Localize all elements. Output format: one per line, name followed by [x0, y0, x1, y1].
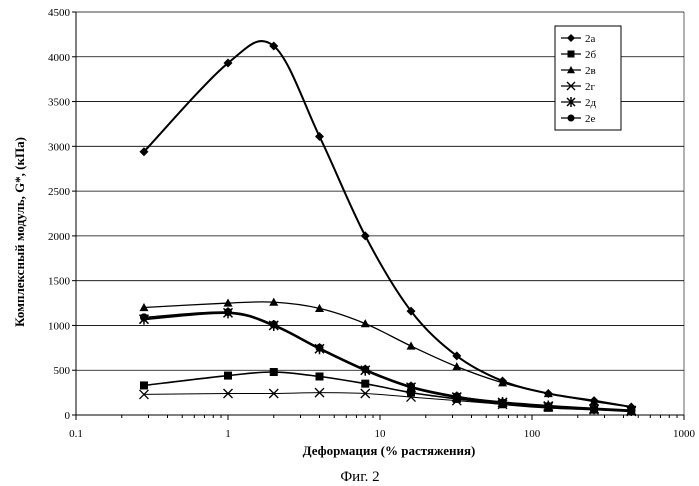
data-point-square: [361, 380, 369, 388]
legend-label: 2б: [585, 49, 597, 61]
x-tick-label: 1: [225, 428, 231, 440]
data-point-circle: [544, 402, 552, 410]
data-point-diamond: [315, 132, 324, 141]
legend-label: 2в: [585, 65, 596, 77]
series-4: [139, 388, 635, 416]
legend-label: 2а: [585, 33, 596, 45]
x-tick-label: 10: [375, 428, 387, 440]
data-point-circle: [407, 382, 415, 390]
y-tick-label: 500: [54, 365, 71, 377]
data-point-triangle: [452, 362, 461, 370]
y-tick-label: 0: [65, 410, 71, 422]
data-point-diamond: [361, 231, 370, 240]
y-tick-label: 4000: [48, 52, 71, 64]
data-point-circle: [361, 365, 369, 373]
x-tick-label: 1000: [673, 428, 696, 440]
data-point-circle: [140, 313, 148, 321]
data-point-square: [568, 51, 575, 58]
series-2: [140, 368, 635, 415]
data-point-square: [316, 372, 324, 380]
y-tick-label: 3000: [48, 141, 71, 153]
x-tick-label: 100: [524, 428, 541, 440]
data-point-circle: [316, 344, 324, 352]
legend-label: 2г: [585, 81, 596, 93]
legend-label: 2д: [585, 97, 597, 109]
y-tick-label: 2500: [48, 186, 71, 198]
y-tick-label: 1500: [48, 276, 71, 288]
series-6: [140, 308, 635, 415]
data-point-circle: [499, 398, 507, 406]
data-point-circle: [270, 321, 278, 329]
series-line: [144, 302, 631, 407]
y-tick-label: 4500: [48, 7, 71, 19]
y-axis-title: Комплексный модуль, G*, (кПа): [12, 137, 27, 327]
x-axis-title: Деформация (% растяжения): [303, 443, 476, 458]
data-point-square: [224, 372, 232, 380]
data-point-triangle: [361, 319, 370, 327]
data-point-circle: [568, 115, 575, 122]
data-point-square: [270, 368, 278, 376]
series-5: [139, 307, 635, 416]
y-tick-label: 1000: [48, 320, 71, 332]
data-point-square: [140, 381, 148, 389]
y-tick-label: 2000: [48, 231, 71, 243]
data-point-triangle: [407, 342, 416, 350]
legend: 2а 2б 2в 2г 2д 2е: [555, 26, 621, 130]
data-point-circle: [627, 407, 635, 415]
data-point-circle: [224, 308, 232, 316]
data-point-circle: [590, 405, 598, 413]
x-tick-labels: 0.1 1 10 100 1000: [69, 428, 695, 440]
y-tick-labels: 0 500 1000 1500 2000 2500 3000 3500 4000 4500: [48, 7, 71, 422]
y-tick-label: 3500: [48, 97, 71, 109]
figure-caption: Фиг. 2: [340, 469, 379, 485]
x-tick-label: 0.1: [69, 428, 83, 440]
legend-label: 2е: [585, 113, 596, 125]
data-point-circle: [453, 392, 461, 400]
